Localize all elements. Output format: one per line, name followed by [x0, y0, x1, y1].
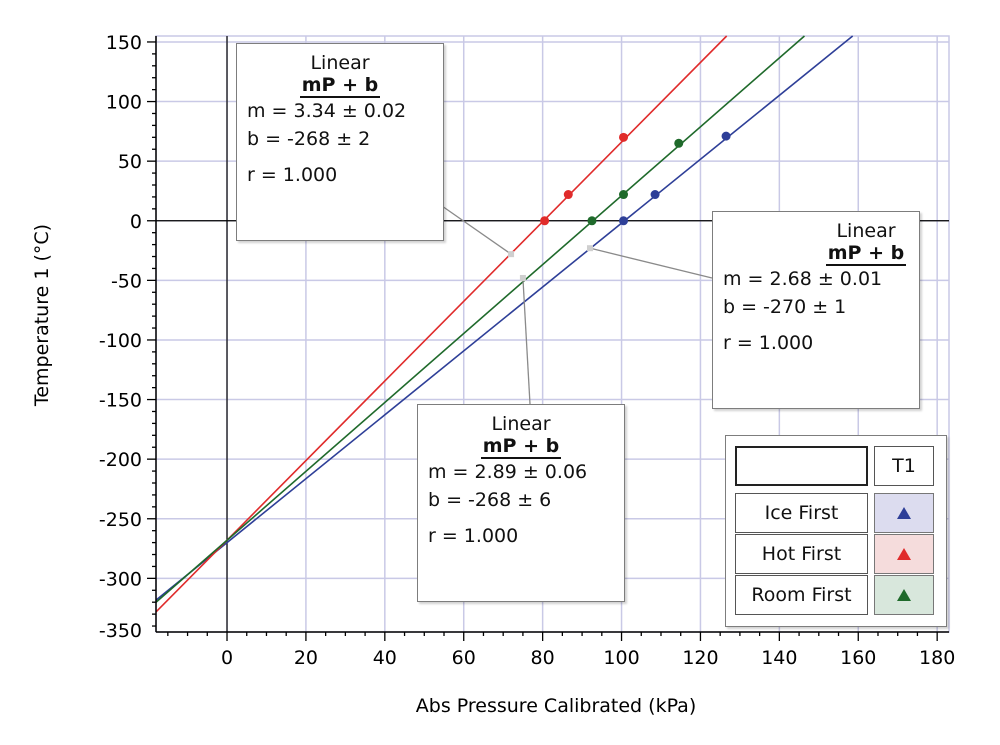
- data-point: [540, 216, 550, 226]
- x-tick-label: 180: [919, 647, 955, 669]
- fit-box-title: Linear: [836, 220, 896, 242]
- y-tick-label: 0: [130, 211, 142, 233]
- x-tick-label: 100: [603, 647, 639, 669]
- leader-anchor: [508, 251, 515, 258]
- legend-entry-hot-first[interactable]: Hot First: [735, 534, 868, 574]
- data-point: [587, 216, 597, 226]
- data-point: [650, 190, 660, 200]
- fit-box-ice-first[interactable]: Linear mP + b m = 2.68 ± 0.01 b = -270 ±…: [712, 211, 920, 409]
- x-tick-label: 80: [531, 647, 555, 669]
- legend-blank-header: [735, 446, 868, 486]
- data-point: [619, 216, 629, 226]
- fit-box-model: mP + b: [825, 242, 907, 266]
- fit-line: [155, 35, 728, 613]
- leader-line: [522, 277, 531, 405]
- y-tick-label: 100: [106, 92, 142, 114]
- triangle-marker-icon: [897, 548, 911, 560]
- fit-line: [155, 35, 854, 601]
- legend-entry-room-first[interactable]: Room First: [735, 575, 868, 615]
- x-tick-label: 0: [221, 647, 233, 669]
- leader-line: [589, 247, 713, 279]
- fit-box-slope: m = 2.89 ± 0.06: [428, 461, 588, 483]
- triangle-marker-icon: [897, 589, 911, 601]
- y-tick-label: -150: [99, 390, 142, 412]
- legend-series-header: T1: [874, 446, 934, 486]
- legend-entry-ice-first[interactable]: Ice First: [735, 493, 868, 533]
- fit-box-correlation: r = 1.000: [247, 164, 338, 186]
- y-tick-label: -250: [99, 509, 142, 531]
- data-point: [619, 132, 629, 142]
- y-tick-label: -50: [111, 270, 142, 292]
- legend[interactable]: T1 Ice First Hot First Room First: [725, 435, 947, 627]
- fit-lines: [155, 35, 854, 613]
- x-tick-label: 60: [452, 647, 476, 669]
- y-axis-label: Temperature 1 (°C): [31, 224, 53, 407]
- fit-box-slope: m = 2.68 ± 0.01: [723, 268, 883, 290]
- data-point: [563, 190, 573, 200]
- fit-box-intercept: b = -268 ± 6: [428, 489, 552, 511]
- x-tick-label: 120: [682, 647, 718, 669]
- fit-box-title: Linear: [310, 52, 370, 74]
- y-tick-label: -300: [99, 568, 142, 590]
- tick-labels: 150 100 50 0 -50 -100 -150 -200 -250 -300 -350 0 20 4…: [99, 32, 955, 669]
- x-tick-label: 20: [294, 647, 318, 669]
- x-tick-label: 160: [840, 647, 876, 669]
- leader-anchor: [586, 245, 593, 252]
- fit-box-intercept: b = -270 ± 1: [723, 296, 847, 318]
- y-tick-label: -100: [99, 330, 142, 352]
- y-tick-label: -200: [99, 449, 142, 471]
- fit-box-room-first[interactable]: Linear mP + b m = 2.89 ± 0.06 b = -268 ±…: [417, 404, 625, 602]
- legend-swatch-room-first: [874, 575, 934, 615]
- leader-anchor: [519, 274, 526, 281]
- fit-box-correlation: r = 1.000: [428, 525, 519, 547]
- legend-swatch-ice-first: [874, 493, 934, 533]
- leader-lines: [441, 205, 713, 405]
- fit-box-hot-first[interactable]: Linear mP + b m = 3.34 ± 0.02 b = -268 ±…: [236, 43, 444, 241]
- y-tick-label: -350: [99, 620, 142, 642]
- data-point: [674, 138, 684, 148]
- data-points: [540, 131, 731, 226]
- y-tick-label: 150: [106, 32, 142, 54]
- x-tick-label: 40: [373, 647, 397, 669]
- fit-box-model: mP + b: [480, 435, 562, 459]
- fit-box-intercept: b = -268 ± 2: [247, 128, 371, 150]
- data-point: [619, 190, 629, 200]
- fit-line: [155, 35, 805, 603]
- x-tick-label: 140: [761, 647, 797, 669]
- leader-line: [441, 205, 512, 255]
- fit-box-model: mP + b: [299, 74, 381, 98]
- data-point: [721, 131, 731, 141]
- y-tick-label: 50: [118, 151, 142, 173]
- tick-marks: [147, 36, 949, 641]
- fit-box-slope: m = 3.34 ± 0.02: [247, 100, 407, 122]
- legend-swatch-hot-first: [874, 534, 934, 574]
- fit-box-correlation: r = 1.000: [723, 332, 814, 354]
- fit-box-title: Linear: [491, 413, 551, 435]
- x-axis-label: Abs Pressure Calibrated (kPa): [416, 695, 696, 717]
- triangle-marker-icon: [897, 507, 911, 519]
